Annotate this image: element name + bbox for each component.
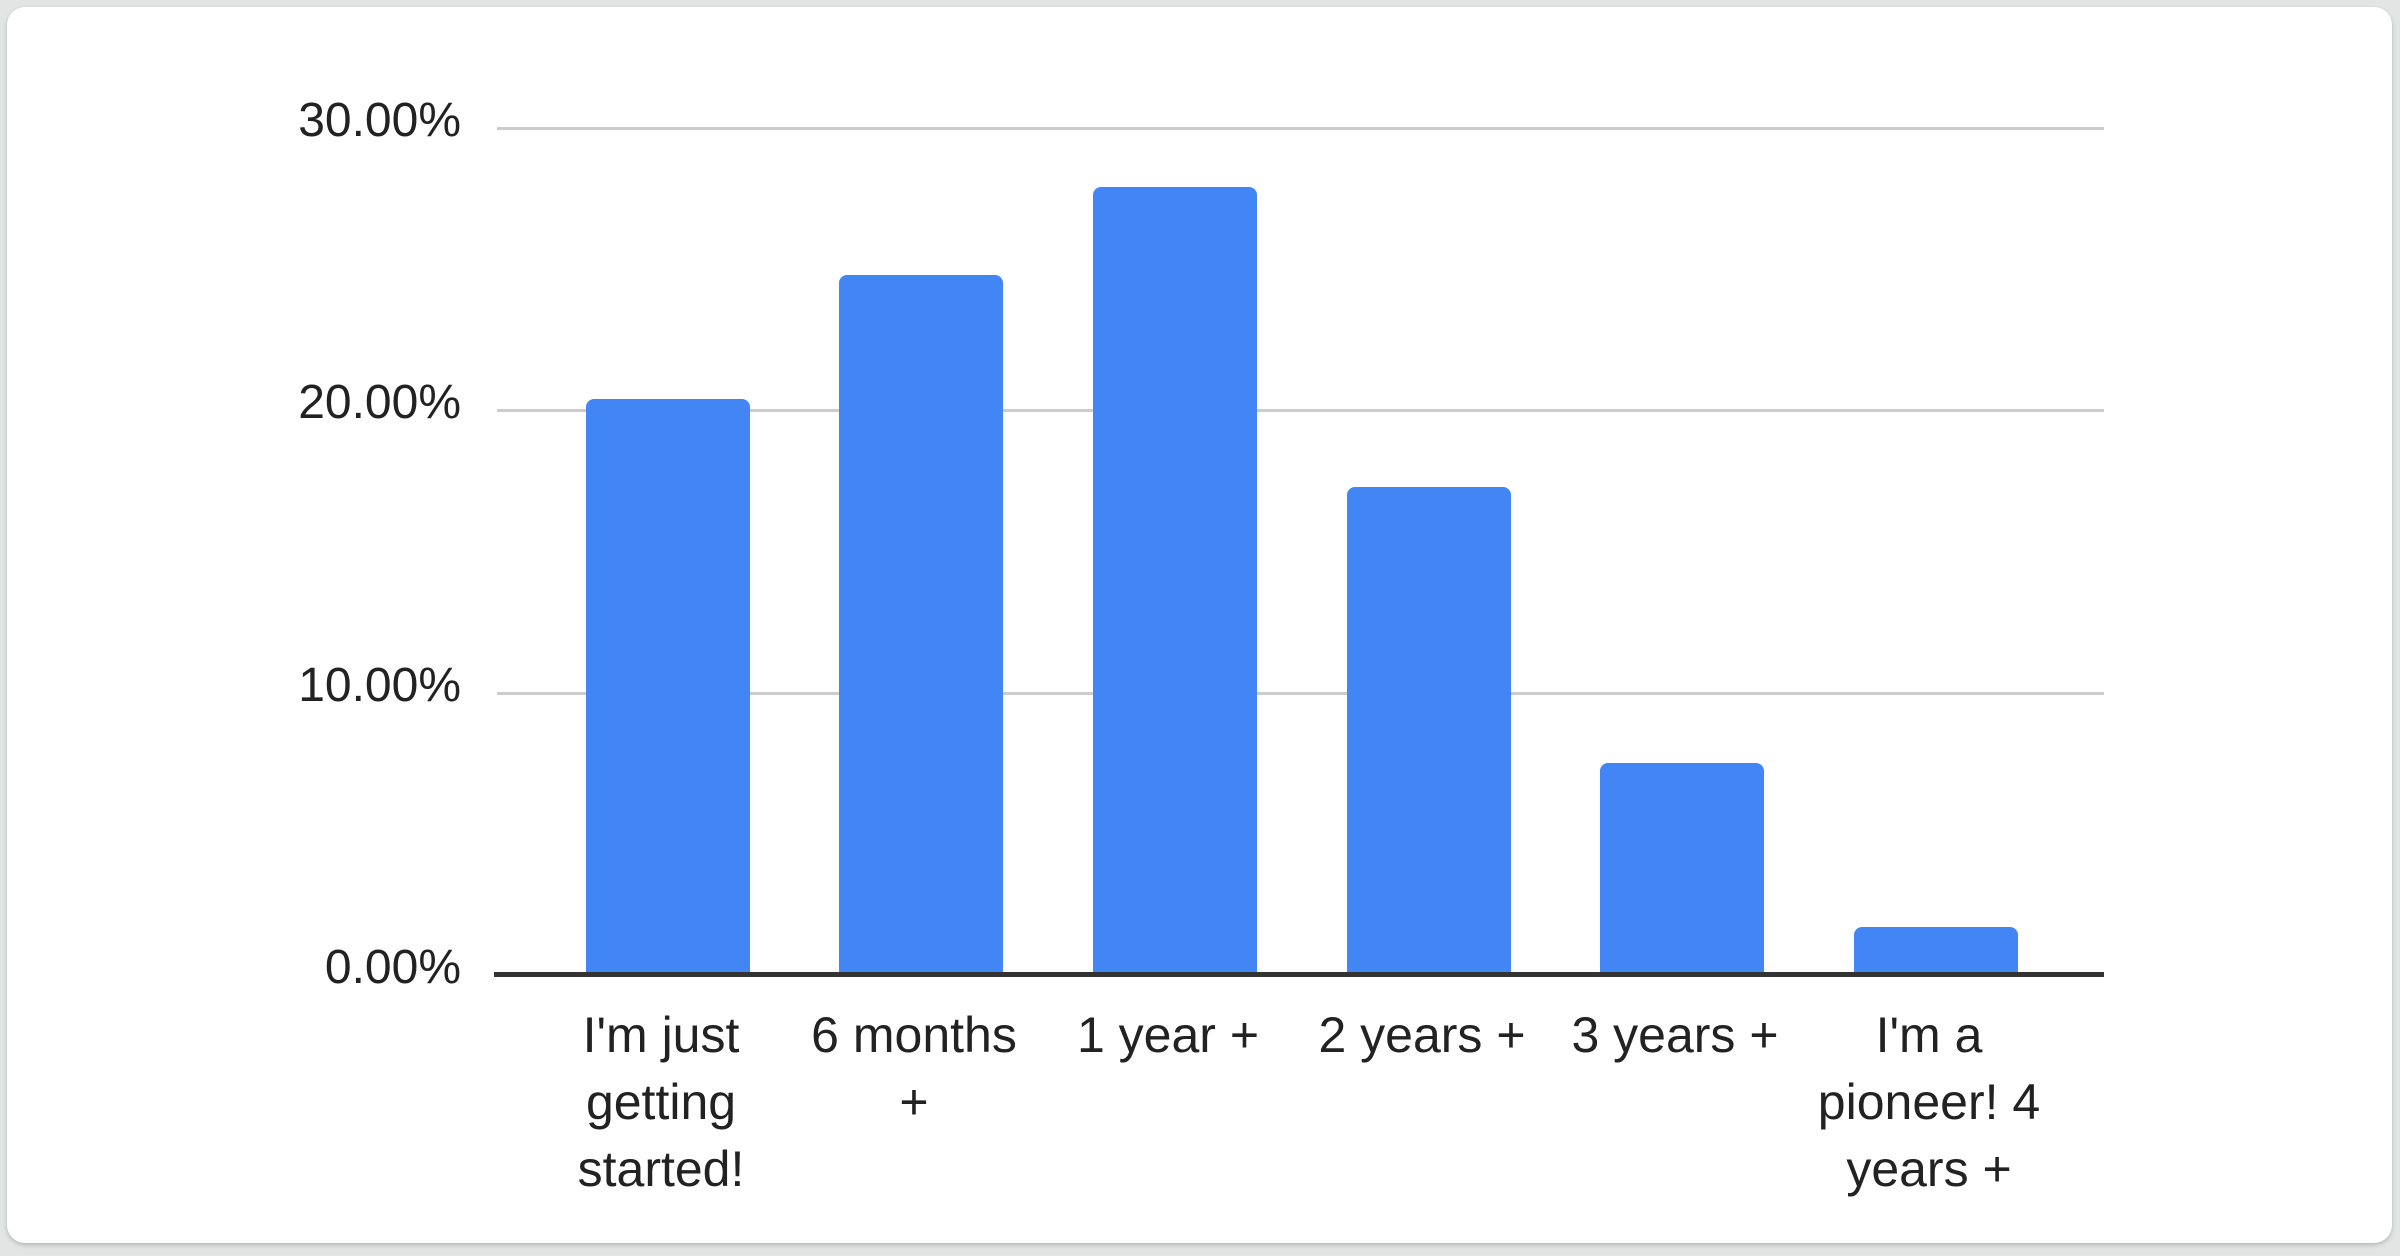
bar-2 (839, 275, 1003, 975)
gridline-20 (497, 409, 2104, 412)
bar-1 (586, 399, 750, 975)
bar-6 (1854, 927, 2018, 975)
x-category-label: 6 months + (811, 1007, 1017, 1130)
gridline-30 (497, 127, 2104, 130)
x-category-label: I'm a pioneer! 4 years + (1817, 1007, 2041, 1197)
plot-area (494, 127, 2104, 977)
bar-4 (1347, 487, 1511, 975)
bar-3 (1093, 187, 1257, 975)
bar-5 (1600, 763, 1764, 975)
x-category-label: 2 years + (1318, 1007, 1526, 1063)
gridline-10 (497, 692, 2104, 695)
x-category-label: I'm just getting started! (577, 1007, 745, 1197)
y-tick-label: 10.00% (298, 659, 461, 712)
chart-card: 30.00% 20.00% 10.00% 0.00% I'm just getting… (7, 7, 2392, 1243)
y-tick-label: 30.00% (298, 94, 461, 147)
y-tick-label: 0.00% (324, 941, 461, 994)
x-axis-baseline (494, 972, 2104, 977)
y-tick-label: 20.00% (298, 376, 461, 429)
x-category-label: 3 years + (1571, 1007, 1779, 1063)
x-category-label: 1 year + (1076, 1007, 1260, 1063)
